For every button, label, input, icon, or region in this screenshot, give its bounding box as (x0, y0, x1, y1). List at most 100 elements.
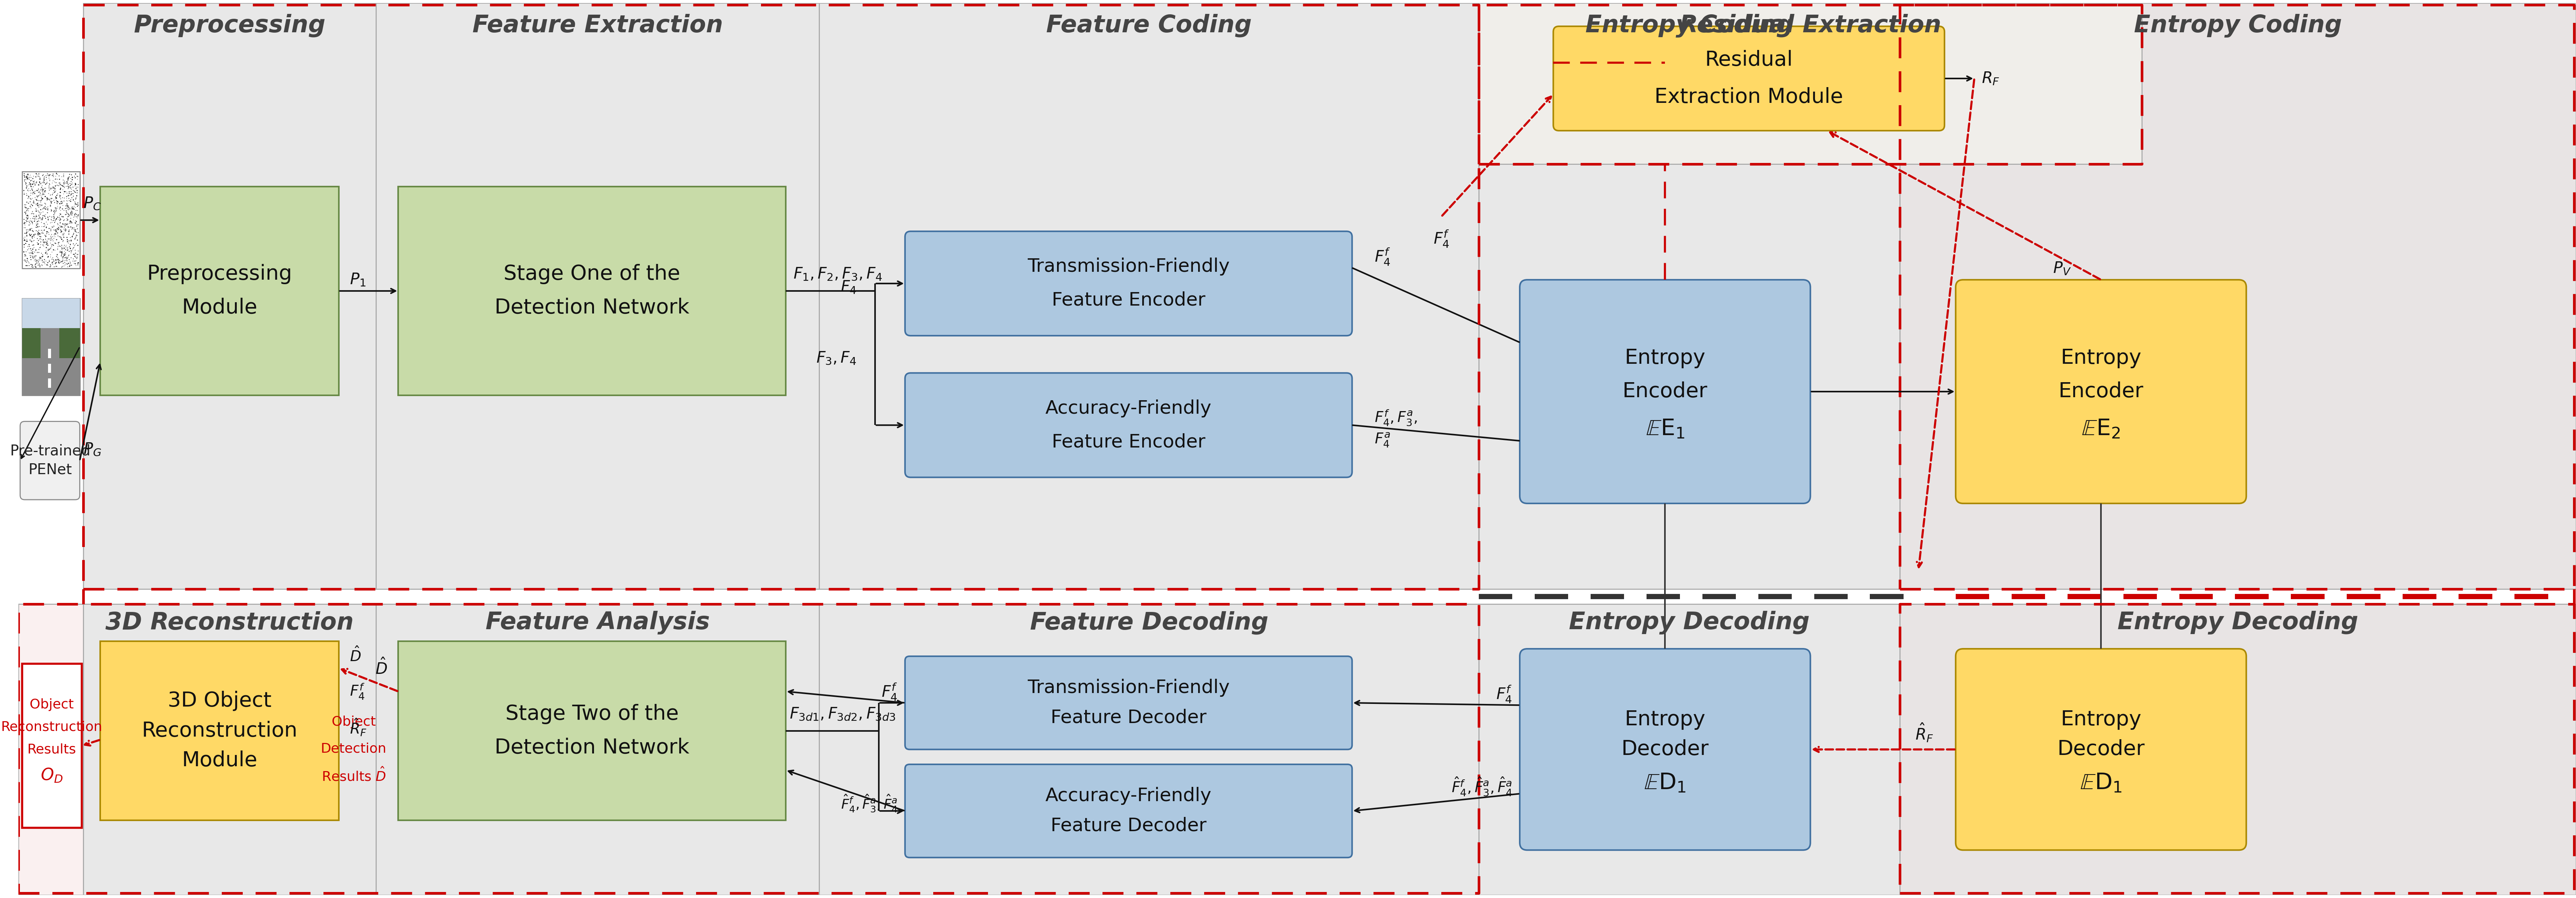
Bar (1899, 4, 2576, 589)
Text: Entropy Decoding: Entropy Decoding (1569, 611, 1811, 635)
Bar (59, 329, 80, 358)
Text: Detection Network: Detection Network (495, 737, 690, 758)
Text: $\hat{D}$: $\hat{D}$ (376, 659, 386, 678)
Text: Reconstruction: Reconstruction (142, 721, 296, 741)
Bar (23, 329, 80, 395)
Text: Entropy: Entropy (2061, 348, 2141, 368)
Text: Feature Coding: Feature Coding (1046, 13, 1252, 38)
Text: Residual: Residual (1705, 49, 1793, 70)
Text: Preprocessing: Preprocessing (147, 264, 291, 285)
Text: Feature Decoder: Feature Decoder (1051, 817, 1206, 835)
FancyBboxPatch shape (904, 656, 1352, 750)
FancyBboxPatch shape (904, 232, 1352, 336)
Bar (23, 329, 41, 358)
Bar (23, 172, 80, 269)
Text: Object: Object (332, 716, 376, 728)
Text: $F_4^f$: $F_4^f$ (1497, 683, 1512, 704)
Text: Encoder: Encoder (1623, 382, 1708, 401)
Text: $\mathbb{E}\mathrm{E}_2$: $\mathbb{E}\mathrm{E}_2$ (2081, 418, 2120, 440)
Text: $\hat{F}_4^f, \hat{F}_3^a, \hat{F}_4^a$: $\hat{F}_4^f, \hat{F}_3^a, \hat{F}_4^a$ (1450, 776, 1512, 797)
Text: Results $\hat{D}$: Results $\hat{D}$ (322, 768, 386, 784)
Text: Feature Extraction: Feature Extraction (471, 13, 724, 37)
Text: $F_4^f$: $F_4^f$ (881, 682, 896, 702)
Bar (23, 298, 80, 395)
FancyBboxPatch shape (1520, 280, 1811, 504)
Text: Transmission-Friendly: Transmission-Friendly (1028, 679, 1229, 697)
Text: Accuracy-Friendly: Accuracy-Friendly (1046, 787, 1211, 805)
Text: Stage Two of the: Stage Two of the (505, 704, 677, 724)
Text: $P_V$: $P_V$ (2053, 260, 2071, 277)
Bar (82, 604, 376, 894)
Text: $F_4^f$: $F_4^f$ (1376, 246, 1391, 267)
Bar (23, 664, 82, 828)
Text: $R_F$: $R_F$ (1981, 71, 1999, 86)
Text: Decoder: Decoder (2058, 739, 2146, 760)
Bar (1479, 4, 2143, 164)
Text: Module: Module (183, 297, 258, 318)
Text: Object: Object (31, 699, 75, 711)
Text: Entropy: Entropy (2061, 709, 2141, 730)
FancyBboxPatch shape (904, 764, 1352, 858)
Text: Feature Encoder: Feature Encoder (1051, 291, 1206, 309)
Text: Entropy Decoding: Entropy Decoding (2117, 611, 2357, 635)
Bar (23, 298, 80, 329)
Text: 3D Reconstruction: 3D Reconstruction (106, 611, 353, 634)
Text: $F_1, F_2, F_3, F_4$: $F_1, F_2, F_3, F_4$ (793, 267, 884, 282)
Text: $P_C$: $P_C$ (82, 196, 100, 211)
Text: Residual Extraction: Residual Extraction (1680, 13, 1942, 37)
Text: $\mathbb{E}\mathrm{D}_1$: $\mathbb{E}\mathrm{D}_1$ (2079, 772, 2123, 794)
Text: PENet: PENet (28, 462, 72, 477)
Bar (82, 4, 376, 589)
Text: Extraction Module: Extraction Module (1654, 87, 1844, 107)
Text: Transmission-Friendly: Transmission-Friendly (1028, 258, 1229, 276)
FancyBboxPatch shape (21, 421, 80, 499)
FancyBboxPatch shape (1520, 648, 1811, 850)
Text: Entropy: Entropy (1625, 709, 1705, 730)
Text: Accuracy-Friendly: Accuracy-Friendly (1046, 400, 1211, 418)
Bar (49, 379, 52, 388)
Bar (1899, 604, 2576, 894)
Text: Detection Network: Detection Network (495, 297, 690, 318)
Text: Stage One of the: Stage One of the (505, 264, 680, 285)
Text: $F_3, F_4$: $F_3, F_4$ (817, 350, 858, 365)
Text: Entropy: Entropy (1625, 348, 1705, 368)
Text: 3D Object: 3D Object (167, 691, 270, 711)
Text: Feature Encoder: Feature Encoder (1051, 433, 1206, 451)
Text: Detection: Detection (319, 743, 386, 755)
Text: Module: Module (183, 751, 258, 770)
Text: Feature Decoder: Feature Decoder (1051, 709, 1206, 726)
Text: $P_1$: $P_1$ (350, 272, 366, 287)
FancyBboxPatch shape (1955, 280, 2246, 504)
Bar (1479, 4, 1899, 589)
Text: Pre-trained: Pre-trained (10, 445, 90, 458)
Text: $\hat{D}$: $\hat{D}$ (350, 647, 361, 665)
Text: $\mathbb{E}\mathrm{E}_1$: $\mathbb{E}\mathrm{E}_1$ (1646, 418, 1685, 440)
Text: $F_4$: $F_4$ (840, 279, 858, 295)
FancyBboxPatch shape (1955, 648, 2246, 850)
Text: $\mathbb{E}\mathrm{D}_1$: $\mathbb{E}\mathrm{D}_1$ (1643, 772, 1687, 794)
Text: Results: Results (28, 743, 77, 756)
Text: $\hat{R}_F$: $\hat{R}_F$ (350, 718, 366, 737)
Text: Feature Decoding: Feature Decoding (1030, 611, 1267, 634)
FancyBboxPatch shape (904, 373, 1352, 478)
Bar (18, 604, 82, 894)
Text: Reconstruction: Reconstruction (0, 721, 103, 734)
Text: $P_G$: $P_G$ (82, 442, 100, 457)
Bar (49, 364, 52, 373)
Text: Entropy Coding: Entropy Coding (2133, 13, 2342, 38)
Bar (376, 604, 819, 894)
Bar (100, 641, 337, 820)
Text: $O_D$: $O_D$ (41, 767, 62, 784)
Bar (376, 4, 819, 589)
FancyBboxPatch shape (1553, 26, 1945, 131)
Bar (49, 348, 52, 358)
Bar (399, 187, 786, 395)
Text: Feature Analysis: Feature Analysis (484, 611, 711, 635)
Text: Decoder: Decoder (1620, 739, 1708, 760)
Text: Entropy Coding: Entropy Coding (1584, 13, 1793, 38)
Text: $F_4^a$: $F_4^a$ (1376, 432, 1391, 448)
Bar (1479, 604, 1899, 894)
Bar (819, 4, 1479, 589)
Text: $F_{3d1}, F_{3d2}, F_{3d3}$: $F_{3d1}, F_{3d2}, F_{3d3}$ (788, 706, 896, 722)
Bar (399, 641, 786, 820)
